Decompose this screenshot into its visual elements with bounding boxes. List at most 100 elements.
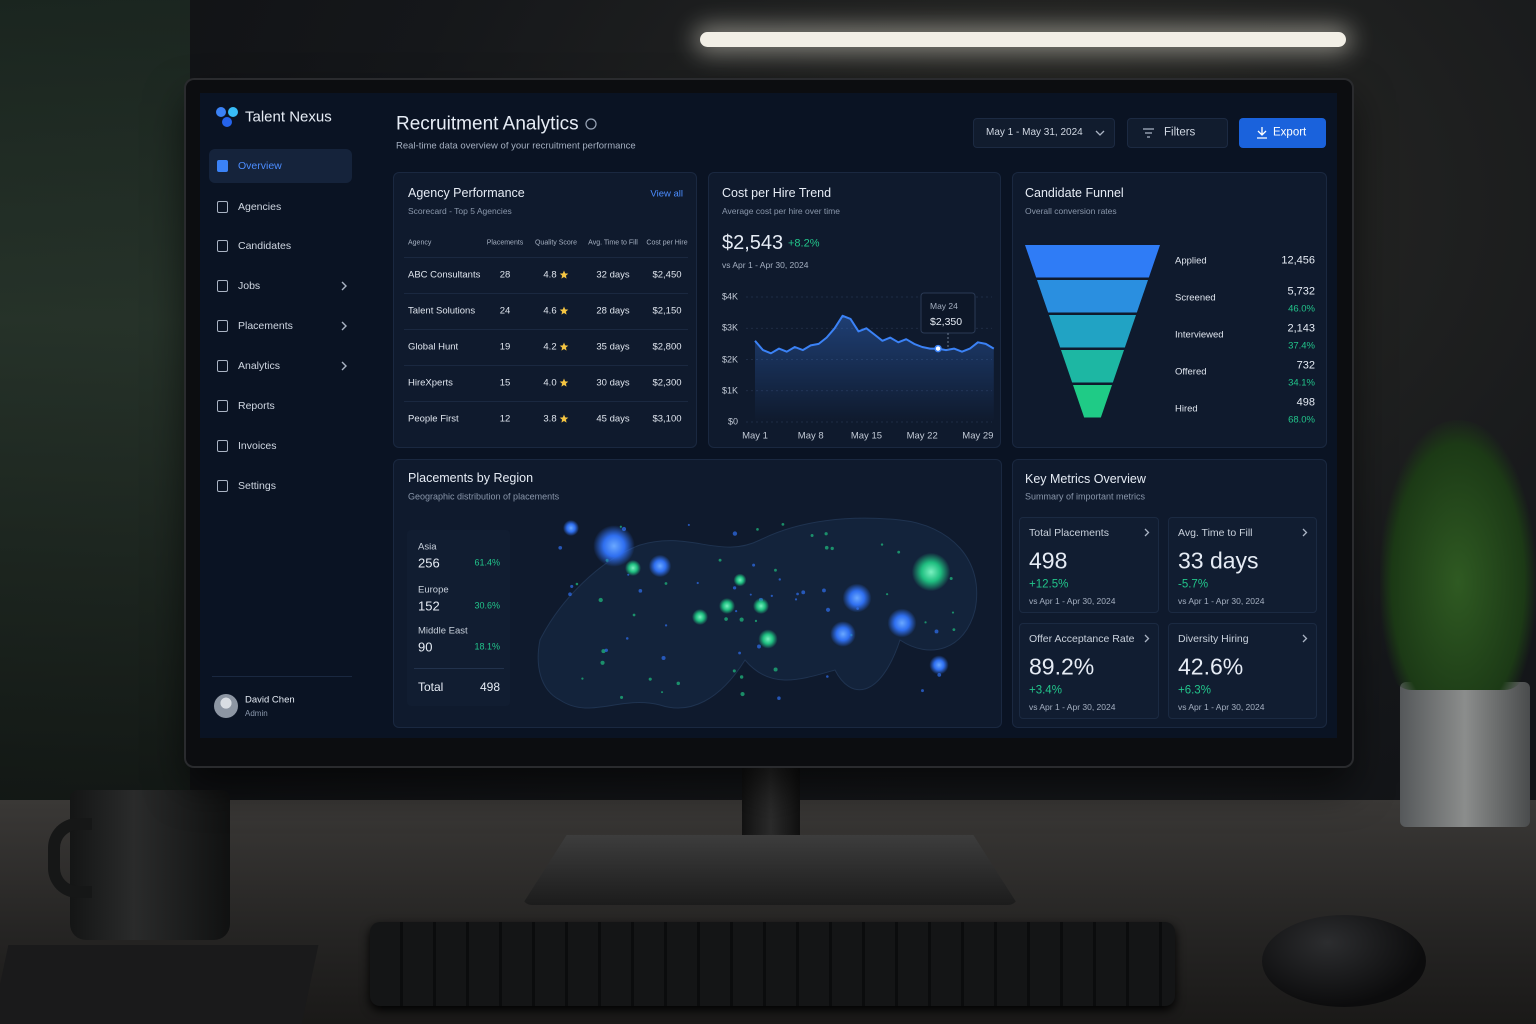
map-dot (738, 651, 741, 655)
map-dot (825, 607, 831, 612)
map-dot (752, 563, 756, 567)
map-bubble (733, 573, 747, 587)
funnel-rate: 68.0% (1288, 414, 1315, 426)
logo-dot (216, 107, 226, 117)
map-dot (732, 531, 738, 536)
agency-card (393, 172, 697, 448)
table-cell: 4.8 (543, 269, 557, 281)
metric-label: Offer Acceptance Rate (1029, 632, 1135, 645)
metric-card[interactable] (1019, 517, 1159, 613)
y-tick-label: $4K (721, 291, 738, 302)
card-subtitle: Overall conversion rates (1025, 205, 1117, 216)
kpi-change: +8.2% (788, 237, 820, 250)
metric-change: +3.4% (1029, 684, 1062, 697)
region-value: 256 (418, 555, 440, 571)
metric-card[interactable] (1019, 623, 1159, 719)
nav-item[interactable]: Invoices (238, 439, 277, 452)
card-subtitle: Summary of important metrics (1025, 491, 1146, 502)
filter-icon (1143, 128, 1154, 138)
date-button[interactable] (973, 118, 1115, 148)
nav-item[interactable]: Jobs (238, 279, 261, 292)
map-dot (897, 550, 901, 554)
map-dot (638, 589, 643, 593)
x-tick-label: May 8 (797, 430, 824, 442)
map-dot (696, 581, 699, 585)
funnel-stage (1061, 350, 1124, 383)
map-dot (757, 644, 761, 649)
nav-item[interactable]: Agencies (238, 200, 282, 213)
tooltip-value: $2,350 (930, 315, 963, 328)
map-dot (949, 576, 953, 581)
view-all-link[interactable]: View all (650, 188, 683, 200)
funnel-stage (1025, 245, 1160, 278)
nav-item[interactable]: Settings (238, 479, 276, 492)
nav-item[interactable]: Candidates (238, 239, 292, 252)
map-dot (604, 648, 608, 653)
plant-leaves (1380, 420, 1536, 690)
nav-item[interactable]: Overview (238, 159, 282, 172)
nav-icon (217, 400, 228, 412)
funnel-label: Applied (1175, 255, 1207, 267)
trend-line (754, 314, 995, 355)
map-dot (598, 597, 603, 603)
user-avatar (214, 694, 238, 718)
map-dot (739, 675, 744, 679)
metric-card[interactable] (1168, 517, 1317, 613)
metric-card[interactable] (1168, 623, 1317, 719)
region-value: 90 (418, 639, 433, 655)
map-bubble (911, 552, 951, 592)
map-dot (732, 586, 737, 590)
funnel-rate: 46.0% (1288, 303, 1315, 315)
funnel-stage (1037, 280, 1148, 313)
plant-pot (1400, 682, 1530, 827)
card-subtitle: Geographic distribution of placements (408, 491, 560, 502)
map-bubble (593, 525, 635, 567)
region-value: 152 (418, 598, 440, 614)
kpi-comparison: vs Apr 1 - Apr 30, 2024 (722, 259, 809, 270)
table-cell: 4.2 (543, 341, 557, 353)
map-dot (570, 584, 574, 588)
star-icon (559, 378, 569, 387)
map-dot (718, 558, 722, 562)
funnel-stage (1073, 385, 1112, 418)
metric-value: 33 days (1178, 547, 1259, 574)
download-icon (1257, 127, 1267, 139)
nav-item[interactable]: Analytics (238, 359, 281, 372)
map-bubble (842, 583, 872, 613)
map-dot (777, 696, 781, 700)
y-tick-label: $0 (727, 416, 738, 427)
tooltip-label: May 24 (930, 300, 958, 311)
filters-button[interactable] (1127, 118, 1228, 148)
map-dot (880, 543, 884, 546)
sidebar-divider (212, 676, 352, 677)
metric-value: 42.6% (1178, 653, 1244, 680)
funnel-label: Screened (1175, 292, 1216, 304)
nav-chevron (341, 281, 347, 291)
card-title: Key Metrics Overview (1025, 471, 1146, 486)
map-bubble (753, 598, 769, 614)
map-dot (740, 692, 745, 697)
nav-item[interactable]: Reports (238, 399, 275, 412)
map-dot (724, 617, 728, 621)
metric-change: -5.7% (1178, 578, 1209, 591)
nav-item[interactable]: Placements (238, 319, 293, 332)
table-cell: 32 days (596, 269, 630, 281)
map-dot (924, 621, 927, 624)
row-divider (404, 257, 688, 258)
map-dot (778, 578, 781, 581)
table-cell: 35 days (596, 341, 630, 353)
nav-icon (217, 201, 228, 213)
table-cell: 15 (499, 377, 511, 389)
export-button[interactable] (1239, 118, 1326, 148)
map-dot (801, 590, 806, 595)
map-dot (575, 582, 579, 586)
x-tick-label: May 29 (962, 430, 994, 442)
date-range[interactable]: May 1 - May 31, 2024 (986, 127, 1083, 138)
region-divider (414, 668, 504, 669)
export-label[interactable]: Export (1273, 126, 1307, 139)
star-icon (559, 270, 569, 279)
table-cell: 24 (499, 305, 511, 317)
filters-label[interactable]: Filters (1164, 126, 1196, 139)
